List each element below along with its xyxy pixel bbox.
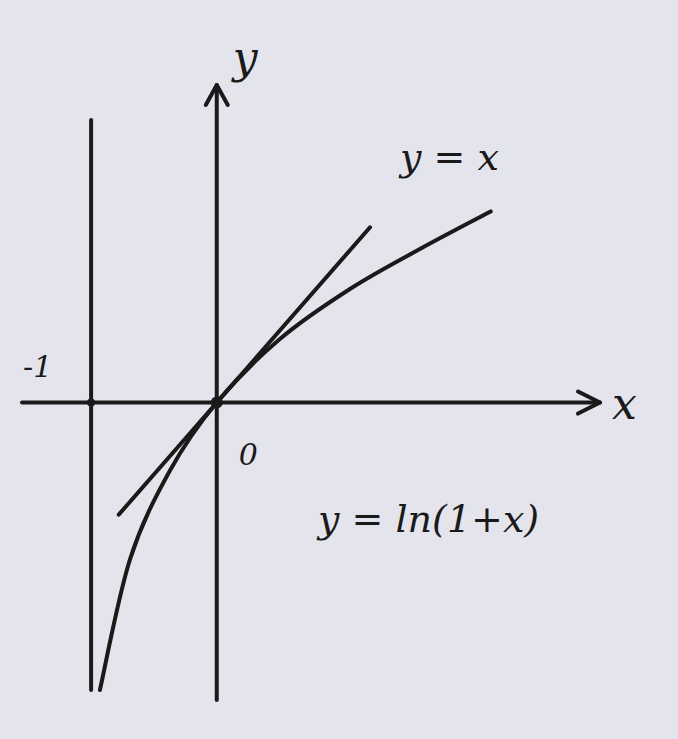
y-label: y xyxy=(231,32,259,83)
x-arrow xyxy=(578,392,600,414)
chart: x y -1 0 y = x y = ln(1+x) xyxy=(0,0,678,739)
series-label: y = x xyxy=(398,135,499,179)
y-arrow xyxy=(206,85,228,105)
y-axis xyxy=(215,85,219,700)
tick-label: 0 xyxy=(239,437,258,472)
tick-mark xyxy=(87,399,95,407)
tick-label: -1 xyxy=(23,349,52,384)
x-label: x xyxy=(612,378,637,429)
x-axis xyxy=(22,401,600,405)
series-line xyxy=(100,211,491,689)
series-label: y = ln(1+x) xyxy=(316,497,539,541)
